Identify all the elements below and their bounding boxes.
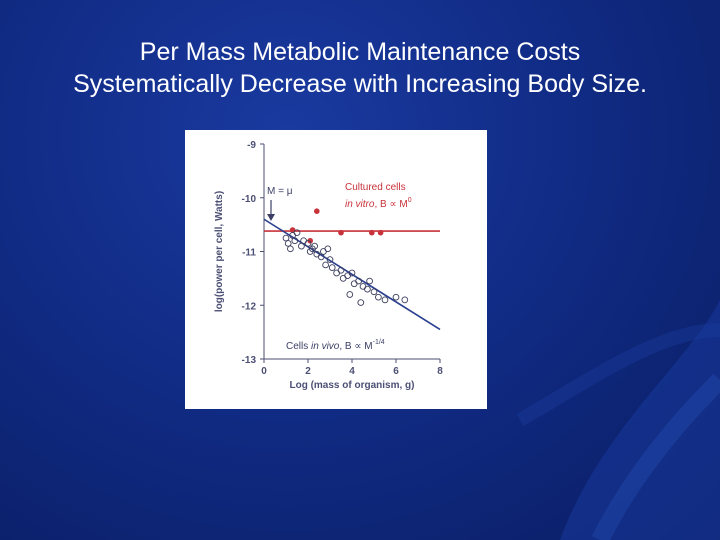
in-vivo-point: [328, 264, 336, 271]
x-tick-label: 2: [305, 366, 311, 377]
x-tick-label: 6: [393, 366, 399, 377]
in-vivo-point: [375, 293, 382, 301]
in-vivo-point: [348, 269, 356, 277]
in-vitro-point: [377, 229, 384, 236]
in-vivo-point: [355, 277, 362, 285]
fit-lines: [263, 218, 441, 331]
in-vitro-label-1: Cultured cells: [345, 182, 406, 193]
in-vitro-point: [338, 229, 344, 236]
title-line-2: Systematically Decrease with Increasing …: [73, 70, 647, 98]
x-tick-label: 0: [261, 366, 267, 377]
in-vivo-point: [322, 261, 329, 269]
y-tick-label: -13: [242, 355, 257, 366]
in-vivo-point: [304, 240, 312, 247]
y-tick-label: -11: [242, 248, 256, 259]
x-axis-label: Log (mass of organism, g): [289, 380, 414, 391]
title-line-1: Per Mass Metabolic Maintenance Costs: [139, 38, 581, 66]
mu-arrowhead: [267, 214, 275, 221]
in-vivo-point: [364, 285, 371, 293]
in-vivo-point: [311, 242, 318, 250]
scatter-chart: 0 2 4 6 8 -9 -10 -11 -12 -13 Log (mass of organism…: [185, 130, 487, 409]
y-tick-label: -12: [242, 301, 257, 312]
in-vivo-label: Cells in vivo, B ∝ M-1/4: [286, 339, 385, 352]
in-vivo-point: [346, 291, 354, 298]
in-vivo-point: [370, 288, 378, 296]
y-axis-label: log(power per cell, Watts): [214, 191, 225, 312]
in-vivo-point: [401, 296, 409, 304]
y-tick-label: -9: [247, 140, 256, 151]
in-vivo-point: [287, 245, 294, 253]
in-vivo-point: [366, 277, 373, 285]
x-tick-label: 8: [437, 366, 443, 377]
in-vivo-point: [381, 296, 389, 304]
mu-label: M = μ: [267, 186, 293, 197]
axes: 0 2 4 6 8 -9 -10 -11 -12 -13 Log (mass of organism…: [214, 140, 443, 391]
in-vitro-point: [314, 208, 320, 214]
in-vivo-point: [337, 266, 345, 274]
annotations: M = μ Cultured cells in vitro, B ∝ M0 Ce…: [267, 182, 412, 352]
slide-title: Per Mass Metabolic Maintenance Costs Sys…: [0, 36, 720, 100]
in-vitro-point: [369, 229, 375, 236]
in-vitro-point: [307, 237, 313, 244]
chart-canvas: 0 2 4 6 8 -9 -10 -11 -12 -13 Log (mass of organism…: [214, 140, 443, 391]
x-tick-label: 4: [349, 366, 355, 377]
in-vivo-point: [324, 245, 332, 253]
in-vivo-point: [293, 229, 301, 237]
in-vivo-point: [291, 237, 299, 245]
y-tick-label: -10: [242, 194, 257, 205]
in-vivo-point: [357, 299, 365, 306]
in-vitro-label-2: in vitro, B ∝ M0: [345, 197, 412, 210]
data-points: [282, 208, 409, 306]
in-vivo-fit-line: [263, 218, 441, 331]
in-vivo-point: [326, 256, 334, 263]
in-vivo-point: [392, 293, 400, 301]
